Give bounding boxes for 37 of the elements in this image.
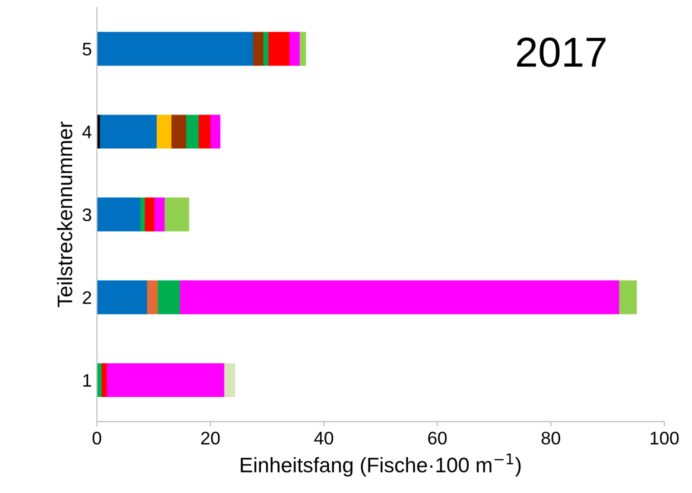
bar bbox=[144, 198, 156, 232]
bar bbox=[164, 198, 190, 232]
bar bbox=[198, 114, 212, 149]
annotation: 2017 bbox=[516, 37, 606, 67]
bar bbox=[158, 280, 181, 314]
bar bbox=[140, 198, 146, 232]
bar bbox=[186, 114, 200, 149]
bar bbox=[154, 198, 166, 232]
x-tick-label: 60 bbox=[428, 432, 447, 444]
bar bbox=[96, 280, 148, 314]
bar bbox=[180, 280, 620, 314]
bar bbox=[96, 198, 141, 232]
bar bbox=[253, 32, 264, 66]
y-tick-label: 4 bbox=[82, 126, 92, 138]
bar bbox=[171, 114, 187, 149]
bar bbox=[106, 363, 225, 398]
x-axis-title: Einheitsfang (Fische·100 m$^{−1}$) bbox=[240, 454, 521, 477]
x-tick-label: 0 bbox=[92, 432, 102, 444]
x-tick-label: 20 bbox=[201, 432, 220, 444]
bar bbox=[224, 363, 236, 398]
x-tick-label: 80 bbox=[542, 432, 560, 444]
y-tick-label: 3 bbox=[82, 208, 92, 222]
x-tick-label: 40 bbox=[314, 432, 334, 444]
bar bbox=[300, 32, 306, 66]
y-tick-label: 5 bbox=[82, 42, 92, 56]
bar bbox=[156, 114, 172, 149]
bar bbox=[268, 32, 290, 66]
bar bbox=[210, 114, 220, 149]
y-tick-label: 1 bbox=[83, 374, 92, 387]
y-axis-title: Teilstreckennummer bbox=[57, 122, 72, 308]
x-tick-label: 100 bbox=[650, 432, 679, 444]
bar bbox=[289, 32, 300, 66]
bar bbox=[96, 32, 254, 66]
bar bbox=[147, 280, 159, 314]
bar bbox=[619, 280, 637, 314]
bar bbox=[100, 114, 158, 149]
y-tick-label: 2 bbox=[82, 291, 92, 304]
